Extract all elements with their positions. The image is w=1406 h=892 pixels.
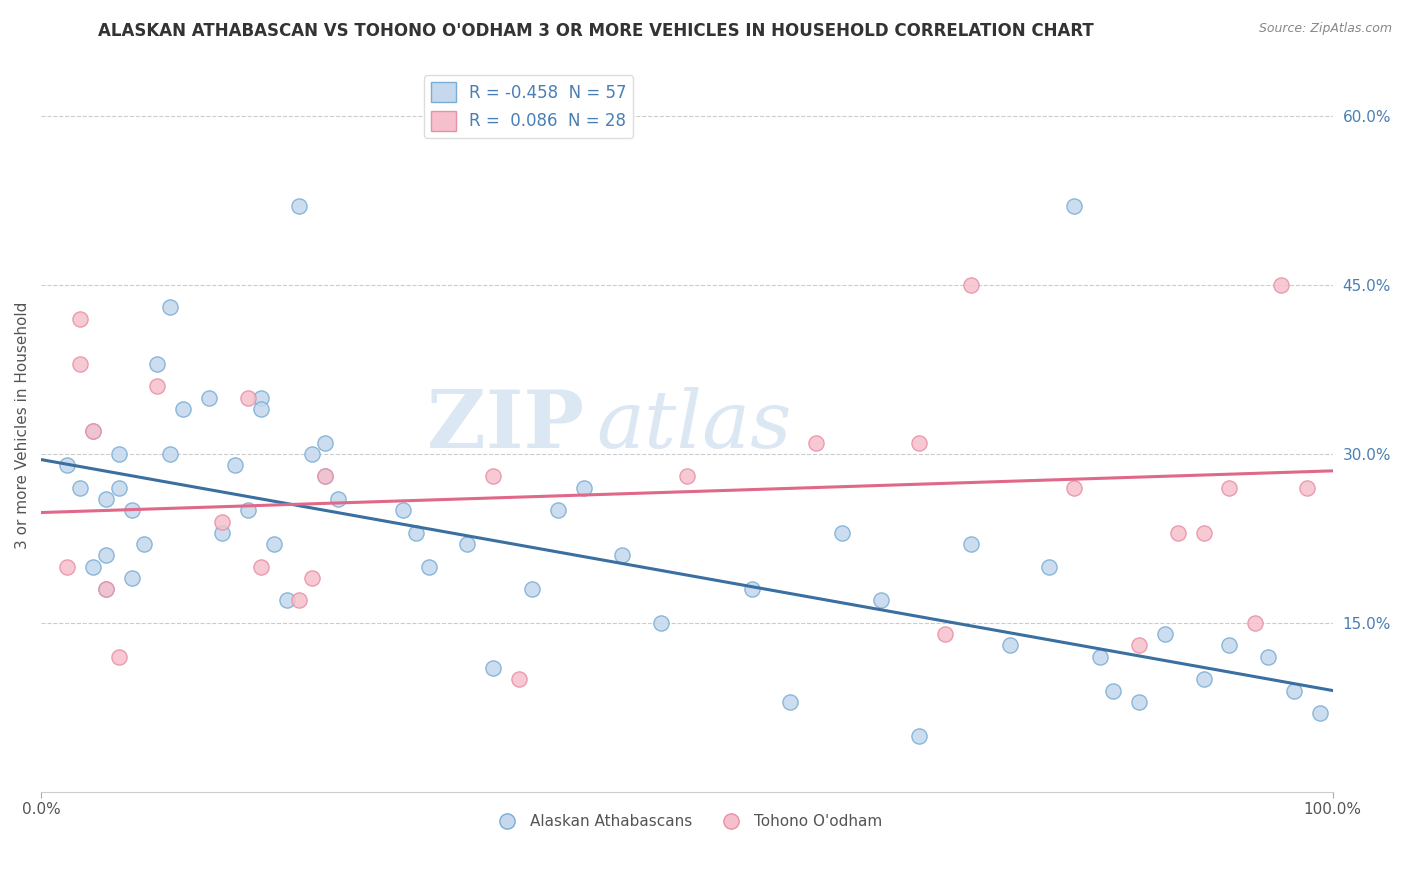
Point: [1192, 673, 1215, 687]
Point: [236, 391, 259, 405]
Point: [82, 559, 104, 574]
Point: [869, 593, 891, 607]
Point: [146, 357, 169, 371]
Point: [56, 458, 79, 473]
Point: [741, 582, 763, 596]
Point: [211, 525, 233, 540]
Point: [391, 503, 413, 517]
Point: [1102, 683, 1125, 698]
Point: [249, 391, 271, 405]
Point: [107, 649, 129, 664]
Point: [1282, 683, 1305, 698]
Point: [249, 559, 271, 574]
Point: [908, 729, 931, 743]
Point: [908, 435, 931, 450]
Point: [676, 469, 699, 483]
Text: Source: ZipAtlas.com: Source: ZipAtlas.com: [1258, 22, 1392, 36]
Point: [69, 311, 91, 326]
Point: [146, 379, 169, 393]
Point: [159, 447, 181, 461]
Point: [172, 401, 194, 416]
Point: [211, 515, 233, 529]
Point: [1128, 695, 1150, 709]
Point: [1270, 277, 1292, 292]
Text: ZIP: ZIP: [426, 387, 583, 465]
Point: [960, 537, 983, 551]
Point: [1296, 481, 1319, 495]
Point: [547, 503, 569, 517]
Point: [650, 615, 672, 630]
Point: [94, 582, 117, 596]
Point: [276, 593, 298, 607]
Y-axis label: 3 or more Vehicles in Household: 3 or more Vehicles in Household: [15, 302, 30, 549]
Point: [82, 425, 104, 439]
Point: [779, 695, 801, 709]
Point: [831, 525, 853, 540]
Point: [288, 593, 311, 607]
Text: ALASKAN ATHABASCAN VS TOHONO O'ODHAM 3 OR MORE VEHICLES IN HOUSEHOLD CORRELATION: ALASKAN ATHABASCAN VS TOHONO O'ODHAM 3 O…: [98, 22, 1094, 40]
Point: [508, 673, 530, 687]
Point: [107, 447, 129, 461]
Point: [69, 481, 91, 495]
Point: [1257, 649, 1279, 664]
Point: [1167, 525, 1189, 540]
Point: [263, 537, 285, 551]
Point: [121, 571, 143, 585]
Point: [804, 435, 827, 450]
Point: [1063, 199, 1085, 213]
Point: [236, 503, 259, 517]
Point: [1063, 481, 1085, 495]
Point: [1038, 559, 1060, 574]
Point: [960, 277, 983, 292]
Point: [56, 559, 79, 574]
Point: [121, 503, 143, 517]
Point: [934, 627, 956, 641]
Point: [314, 469, 336, 483]
Point: [301, 571, 323, 585]
Point: [224, 458, 246, 473]
Point: [94, 491, 117, 506]
Point: [482, 661, 505, 675]
Point: [482, 469, 505, 483]
Point: [107, 481, 129, 495]
Text: atlas: atlas: [596, 387, 792, 465]
Point: [82, 425, 104, 439]
Point: [328, 491, 350, 506]
Point: [1192, 525, 1215, 540]
Point: [998, 639, 1021, 653]
Point: [1309, 706, 1331, 720]
Point: [456, 537, 478, 551]
Point: [69, 357, 91, 371]
Point: [301, 447, 323, 461]
Point: [405, 525, 427, 540]
Point: [288, 199, 311, 213]
Point: [418, 559, 440, 574]
Point: [520, 582, 543, 596]
Point: [1090, 649, 1112, 664]
Point: [1218, 481, 1240, 495]
Point: [612, 549, 634, 563]
Point: [1128, 639, 1150, 653]
Point: [572, 481, 595, 495]
Point: [1218, 639, 1240, 653]
Point: [134, 537, 156, 551]
Legend: Alaskan Athabascans, Tohono O'odham: Alaskan Athabascans, Tohono O'odham: [486, 808, 889, 836]
Point: [94, 549, 117, 563]
Point: [159, 301, 181, 315]
Point: [198, 391, 221, 405]
Point: [94, 582, 117, 596]
Point: [1244, 615, 1267, 630]
Point: [249, 401, 271, 416]
Point: [314, 435, 336, 450]
Point: [314, 469, 336, 483]
Point: [1153, 627, 1175, 641]
